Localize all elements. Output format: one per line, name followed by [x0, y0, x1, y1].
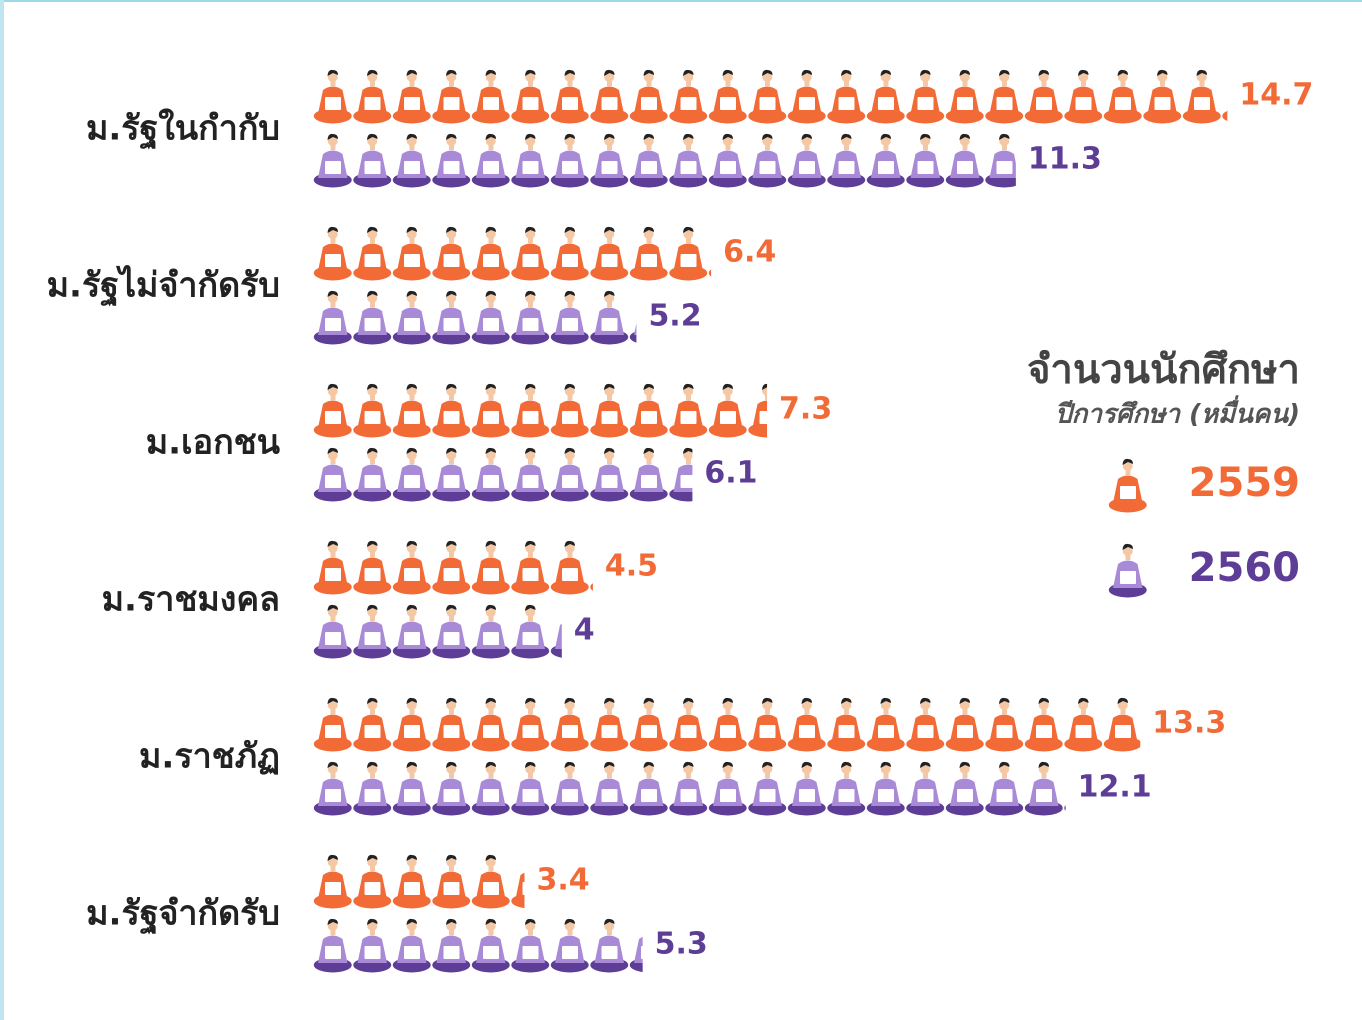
chart: จำนวนนักศึกษา ปีการศึกษา (หมื่นคน) ม.รัฐ… — [0, 0, 1362, 1020]
value-label: 4 — [574, 613, 595, 648]
pictograph-bar — [313, 380, 767, 442]
category-label: ม.ราชภัฏ — [139, 737, 280, 777]
pictograph-bar — [313, 601, 562, 663]
pictograph-bar — [313, 537, 593, 599]
category-label: ม.รัฐไม่จำกัดรับ — [47, 265, 280, 308]
pictograph-bar — [313, 287, 636, 349]
legend-title: จำนวนนักศึกษา — [1027, 347, 1300, 393]
category-label: ม.เอกชน — [146, 423, 280, 463]
value-label: 12.1 — [1078, 770, 1152, 805]
icon-laptop — [1120, 486, 1136, 499]
top-border — [0, 0, 1362, 2]
value-label: 6.4 — [723, 235, 776, 270]
left-border — [0, 0, 4, 1020]
value-label: 6.1 — [704, 456, 757, 491]
pictograph-bar — [313, 915, 643, 977]
pictograph-bar — [313, 694, 1140, 756]
value-label: 5.3 — [655, 927, 708, 962]
value-label: 14.7 — [1239, 78, 1313, 113]
category-label: ม.รัฐในกำกับ — [86, 108, 280, 151]
pictograph-bar — [313, 758, 1066, 820]
category-label: ม.รัฐจำกัดรับ — [86, 894, 280, 936]
legend-label: 2560 — [1189, 545, 1300, 591]
person-icon — [1109, 459, 1147, 513]
pictograph-bar — [313, 851, 524, 913]
value-label: 7.3 — [779, 392, 832, 427]
value-label: 13.3 — [1152, 706, 1226, 741]
pictograph-bar — [313, 444, 692, 506]
legend-subtitle: ปีการศึกษา (หมื่นคน) — [1055, 395, 1300, 430]
page: {"chart_data": {"type": "pictograph", "t… — [0, 0, 1362, 1020]
value-label: 11.3 — [1028, 142, 1102, 177]
legend-label: 2559 — [1189, 460, 1300, 506]
value-label: 3.4 — [536, 863, 589, 898]
person-icon — [1109, 544, 1147, 598]
value-label: 5.2 — [648, 299, 701, 334]
pictograph-bar — [313, 66, 1227, 128]
icon-laptop — [1120, 571, 1136, 584]
category-label: ม.ราชมงคล — [102, 580, 280, 620]
pictograph-bar — [313, 223, 711, 285]
value-label: 4.5 — [605, 549, 658, 584]
pictograph-bar — [313, 130, 1016, 192]
